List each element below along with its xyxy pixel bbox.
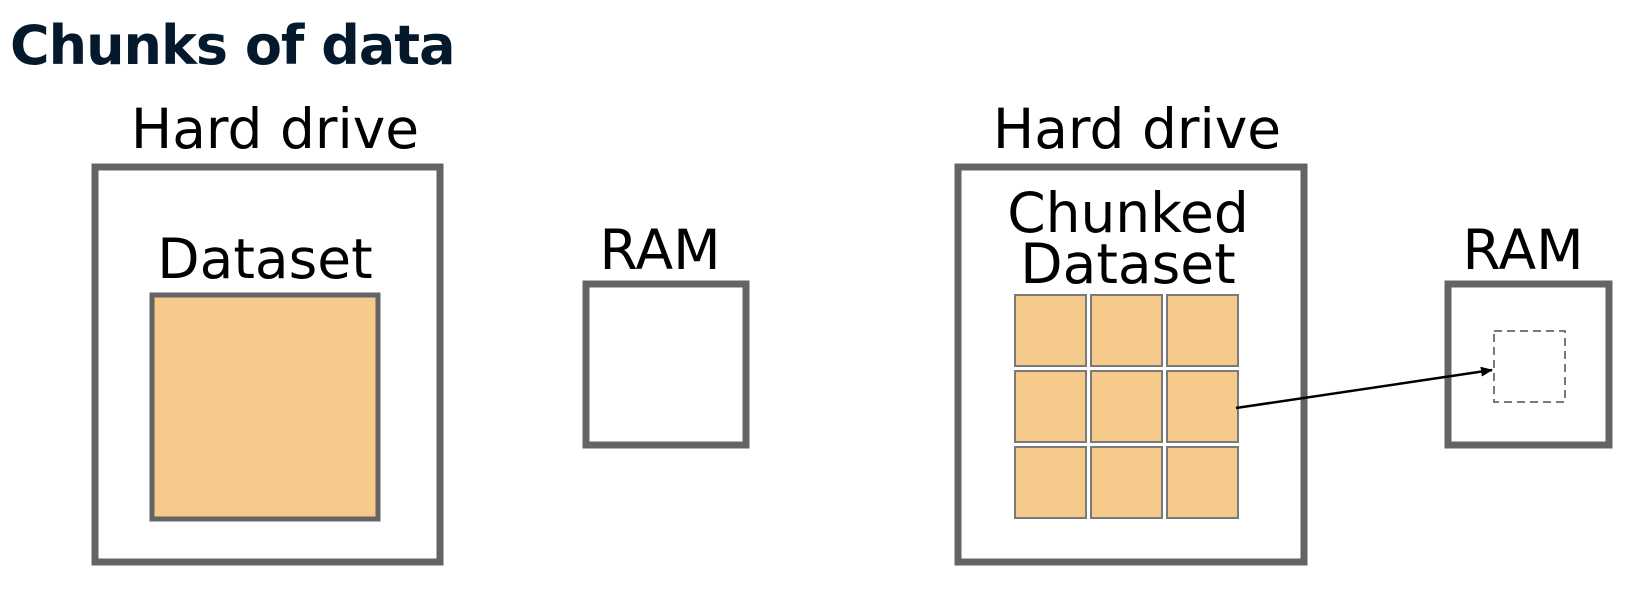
left-panel: Hard drive Dataset RAM xyxy=(91,97,750,566)
hard-drive-box xyxy=(954,163,1308,566)
dataset-label: Dataset xyxy=(1020,232,1235,296)
loaded-chunk-slot xyxy=(1493,330,1566,403)
chunk-cell xyxy=(1014,446,1087,519)
hard-drive-label: Hard drive xyxy=(131,97,419,161)
chunked-label: Chunked xyxy=(1007,181,1249,245)
chunk-cell xyxy=(1166,294,1239,367)
chunk-cell xyxy=(1090,294,1163,367)
dataset-label: Dataset xyxy=(157,227,372,291)
hard-drive-label: Hard drive xyxy=(993,97,1281,161)
ram-label: RAM xyxy=(1462,218,1583,282)
slide-title: Chunks of data xyxy=(10,14,456,77)
chunk-grid xyxy=(1014,294,1239,519)
load-arrow xyxy=(1235,366,1493,410)
ram-box xyxy=(582,280,750,449)
chunk-cell xyxy=(1090,446,1163,519)
ram-label: RAM xyxy=(599,218,720,282)
chunk-cell xyxy=(1090,370,1163,443)
right-panel: Hard drive Chunked Dataset RAM xyxy=(954,97,1613,566)
ram-box xyxy=(1444,280,1613,449)
dataset-block xyxy=(149,292,381,522)
hard-drive-box xyxy=(91,163,444,566)
chunk-cell xyxy=(1014,294,1087,367)
chunk-cell xyxy=(1166,370,1239,443)
chunk-cell xyxy=(1014,370,1087,443)
chunk-cell xyxy=(1166,446,1239,519)
